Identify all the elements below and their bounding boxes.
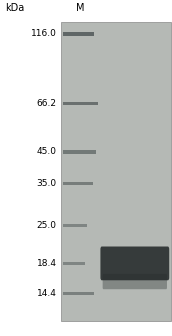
Text: kDa: kDa: [5, 3, 24, 13]
Text: 14.4: 14.4: [37, 290, 57, 298]
FancyBboxPatch shape: [100, 247, 169, 280]
FancyBboxPatch shape: [103, 274, 167, 289]
Text: M: M: [76, 3, 84, 13]
Bar: [63, 32, 94, 36]
Bar: [63, 292, 94, 295]
Text: 66.2: 66.2: [37, 99, 57, 108]
Text: 116.0: 116.0: [31, 29, 57, 38]
Text: 18.4: 18.4: [37, 259, 57, 268]
Bar: [61, 22, 171, 321]
Text: 25.0: 25.0: [37, 221, 57, 230]
Bar: [63, 102, 98, 106]
Text: 45.0: 45.0: [37, 148, 57, 156]
Bar: [63, 224, 87, 226]
Bar: [63, 150, 96, 154]
Bar: [63, 262, 85, 265]
Text: 35.0: 35.0: [37, 179, 57, 188]
Bar: [63, 182, 93, 185]
